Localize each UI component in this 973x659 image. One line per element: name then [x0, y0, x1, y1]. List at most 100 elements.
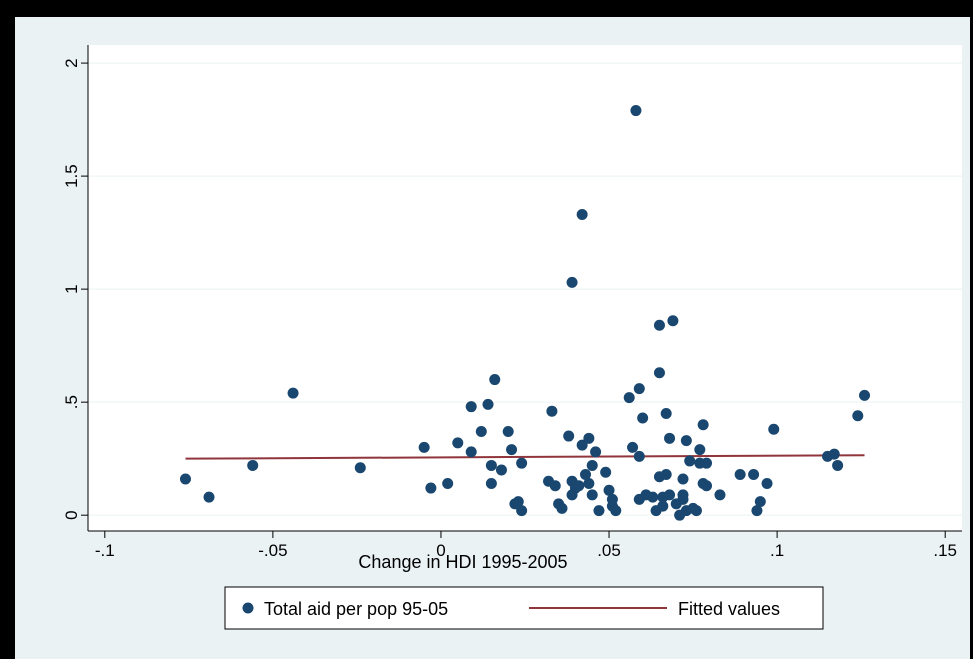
data-point — [452, 437, 464, 449]
x-tick-label: -.1 — [95, 541, 115, 560]
data-point — [828, 448, 840, 460]
data-point — [482, 398, 494, 410]
data-point — [546, 405, 558, 417]
x-tick-label: 0 — [436, 541, 445, 560]
data-point — [754, 496, 766, 508]
x-tick-label: .05 — [597, 541, 621, 560]
legend-label-points: Total aid per pop 95-05 — [264, 599, 448, 619]
data-point — [637, 412, 649, 424]
data-point — [714, 489, 726, 501]
data-point — [354, 462, 366, 474]
data-point — [684, 455, 696, 467]
data-point — [660, 468, 672, 480]
data-point — [516, 457, 528, 469]
data-point — [859, 389, 871, 401]
data-point — [203, 491, 215, 503]
data-point — [442, 478, 454, 490]
data-point — [657, 500, 669, 512]
data-point — [633, 450, 645, 462]
data-point — [677, 493, 689, 505]
data-point — [489, 374, 501, 386]
legend-box — [224, 586, 824, 630]
data-point — [768, 423, 780, 435]
y-ticks: 0 .5 1 1.5 2 — [62, 58, 88, 520]
data-point — [485, 478, 497, 490]
y-tick-label: 1 — [62, 284, 81, 293]
data-point — [701, 480, 713, 492]
data-point — [549, 480, 561, 492]
data-point — [667, 315, 679, 327]
data-point — [647, 491, 659, 503]
data-point — [748, 468, 760, 480]
data-point — [576, 209, 588, 221]
data-point — [576, 439, 588, 451]
data-point — [664, 432, 676, 444]
data-point — [247, 459, 259, 471]
data-point — [418, 441, 430, 453]
data-point — [583, 432, 595, 444]
data-point — [512, 496, 524, 508]
data-point — [701, 457, 713, 469]
data-point — [563, 430, 575, 442]
y-tick-label: 0 — [62, 510, 81, 519]
legend: Total aid per pop 95-05 Fitted values — [224, 586, 824, 630]
data-point — [660, 407, 672, 419]
data-point — [697, 419, 709, 431]
data-point — [832, 459, 844, 471]
data-point — [425, 482, 437, 494]
data-point — [179, 473, 191, 485]
data-point — [287, 387, 299, 399]
data-point — [600, 466, 612, 478]
plot-area — [88, 45, 962, 531]
data-point — [580, 468, 592, 480]
data-point — [734, 468, 746, 480]
grid-lines — [88, 62, 962, 516]
data-point — [506, 444, 518, 456]
data-point — [556, 502, 568, 514]
data-point — [603, 484, 615, 496]
legend-marker-points — [242, 602, 254, 614]
data-point — [590, 446, 602, 458]
data-point — [677, 473, 689, 485]
x-tick-label: .15 — [933, 541, 957, 560]
points-layer — [179, 105, 871, 521]
data-point — [475, 426, 487, 438]
data-point — [485, 459, 497, 471]
data-point — [680, 435, 692, 447]
data-point — [610, 505, 622, 517]
data-point — [852, 410, 864, 422]
data-point — [573, 480, 585, 492]
data-point — [761, 478, 773, 490]
x-tick-label: -.05 — [258, 541, 287, 560]
y-tick-label: .5 — [62, 395, 81, 409]
data-point — [664, 489, 676, 501]
data-point — [502, 426, 514, 438]
data-point — [690, 505, 702, 517]
data-point — [633, 383, 645, 395]
fitted-line-layer — [185, 454, 865, 460]
data-point — [630, 105, 642, 117]
fitted-values-line — [185, 454, 865, 460]
y-tick-label: 1.5 — [62, 164, 81, 188]
data-point — [465, 401, 477, 413]
data-point — [593, 505, 605, 517]
data-point — [465, 446, 477, 458]
data-point — [586, 489, 598, 501]
data-point — [495, 464, 507, 476]
x-ticks: -.1 -.05 0 .05 .1 .15 — [95, 531, 957, 560]
data-point — [751, 505, 763, 517]
scatter-chart: -.1 -.05 0 .05 .1 .15 0 .5 1 1.5 2 Change in HDI … — [62, 45, 962, 630]
y-tick-label: 2 — [62, 58, 81, 67]
chart-frame: -.1 -.05 0 .05 .1 .15 0 .5 1 1.5 2 Change in HDI … — [15, 17, 970, 659]
data-point — [653, 319, 665, 331]
x-tick-label: .1 — [770, 541, 784, 560]
data-point — [516, 505, 528, 517]
data-point — [694, 444, 706, 456]
data-point — [583, 478, 595, 490]
x-axis-title: Change in HDI 1995-2005 — [358, 552, 567, 572]
legend-label-fitted: Fitted values — [678, 599, 780, 619]
data-point — [627, 441, 639, 453]
data-point — [566, 276, 578, 288]
data-point — [653, 367, 665, 379]
data-point — [623, 392, 635, 404]
